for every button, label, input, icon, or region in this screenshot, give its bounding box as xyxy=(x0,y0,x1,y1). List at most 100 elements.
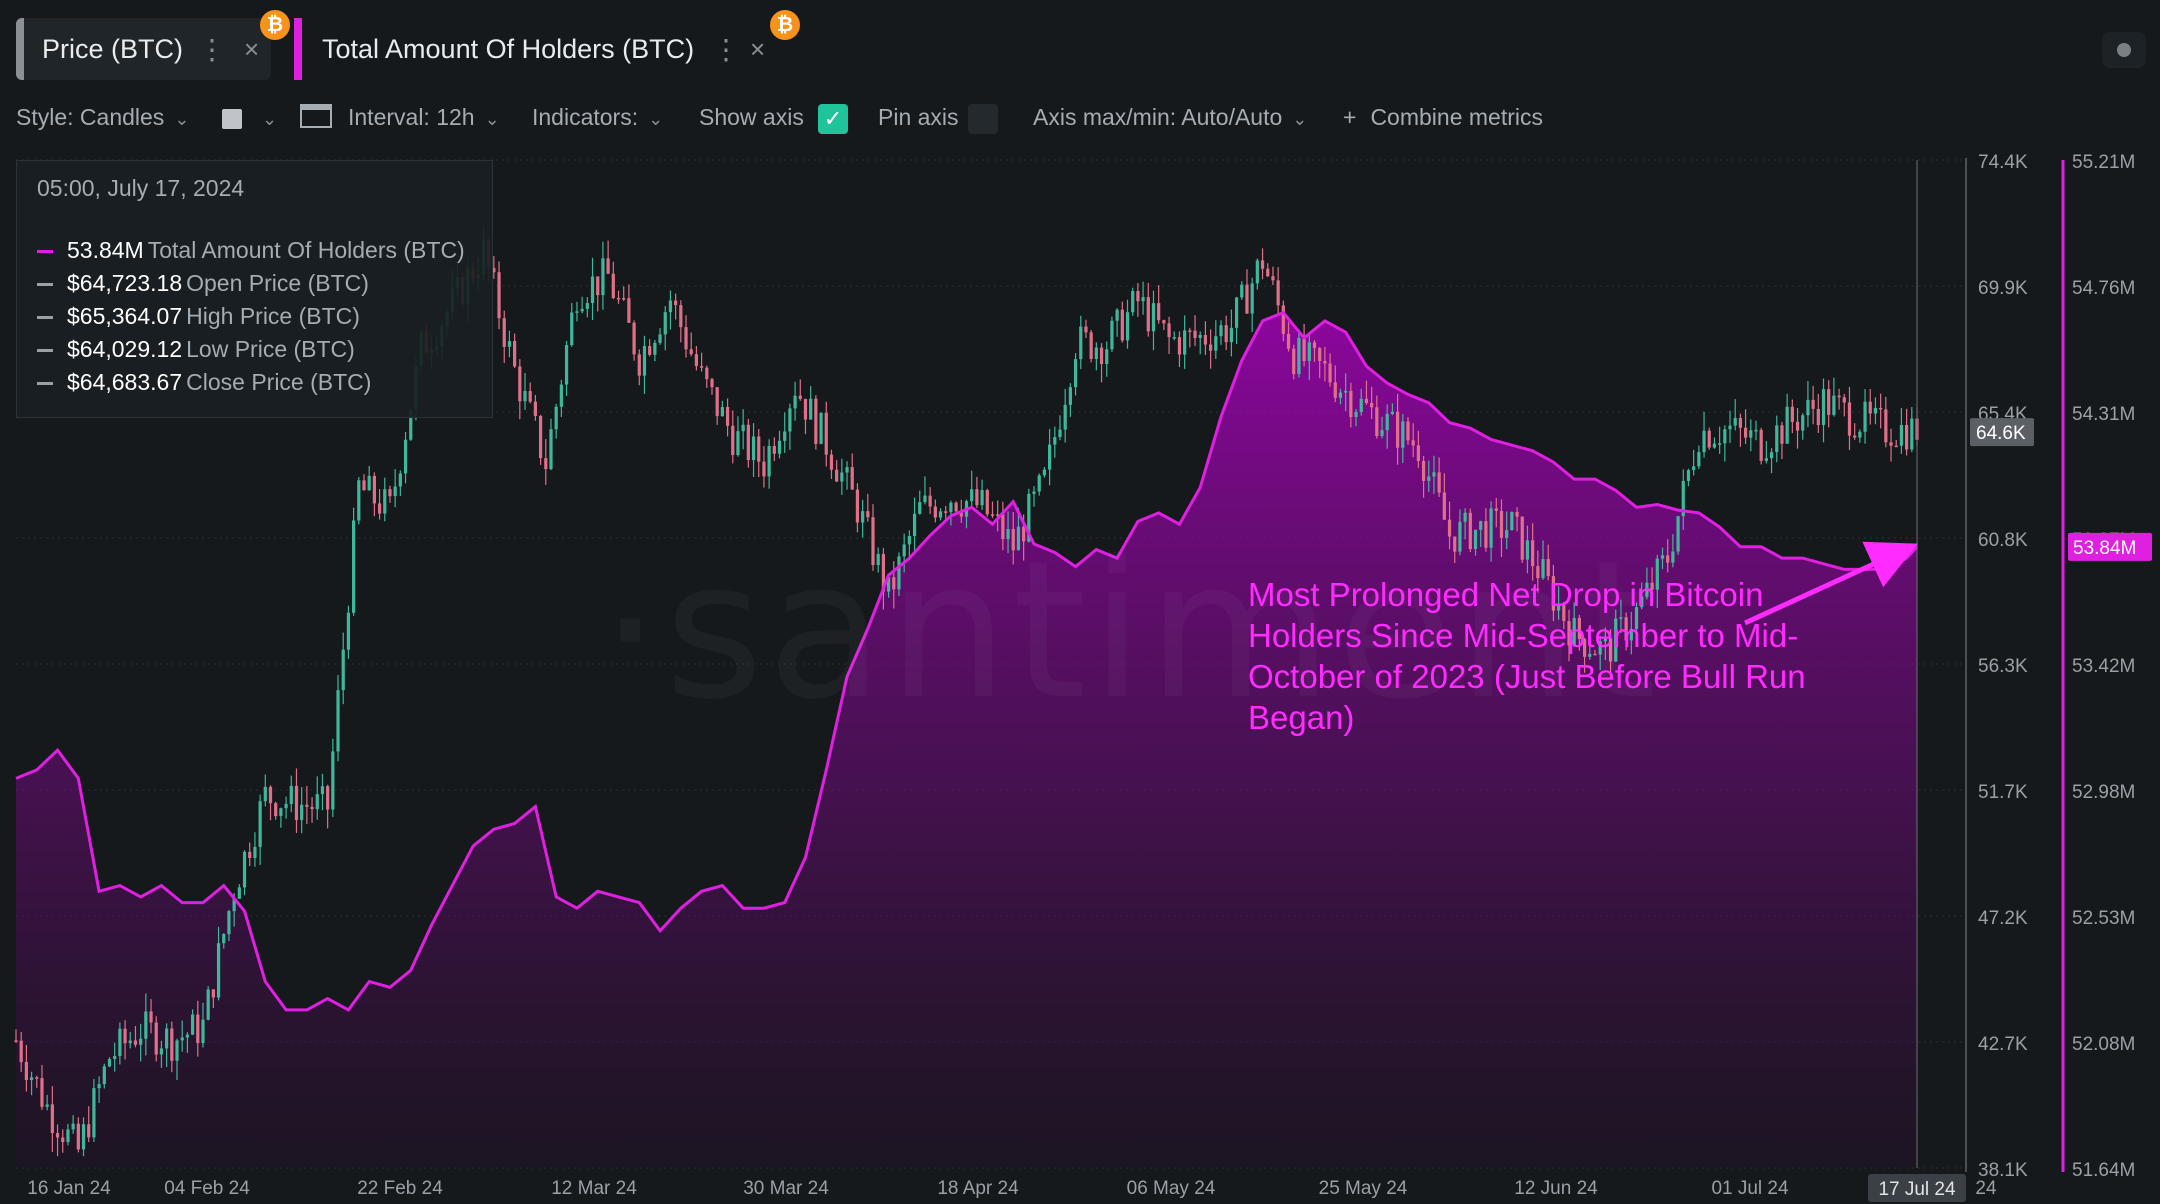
candle-body xyxy=(1209,344,1213,351)
kebab-icon[interactable]: ⋮ xyxy=(198,33,226,65)
candle-body xyxy=(1427,476,1431,481)
candle-body xyxy=(1655,558,1659,590)
candle-body xyxy=(1245,284,1249,314)
candle-body xyxy=(1608,638,1613,662)
candle-body xyxy=(1723,429,1727,444)
style-dropdown[interactable]: Style: Candles ⌄ xyxy=(16,104,189,131)
candle-body xyxy=(14,1040,18,1042)
candle-body xyxy=(606,258,610,274)
x-axis-tick: 04 Feb 24 xyxy=(164,1178,250,1199)
close-icon[interactable]: × xyxy=(244,33,260,64)
tab-holders[interactable]: Total Amount Of Holders (BTC) ⋮ × xyxy=(294,18,766,80)
show-axis-checkbox[interactable]: ✓ xyxy=(818,104,848,134)
price-axis-tick: 47.2K xyxy=(1978,908,2028,929)
interval-dropdown[interactable]: Interval: 12h ⌄ xyxy=(348,104,500,131)
candle-body xyxy=(1889,442,1893,446)
candle-body xyxy=(1676,516,1680,552)
candle-body xyxy=(954,502,958,512)
combine-metrics-button[interactable]: + Combine metrics xyxy=(1343,104,1543,131)
candle-body xyxy=(61,1137,65,1143)
candle-body xyxy=(388,489,392,497)
candle-body xyxy=(1022,526,1026,542)
candle-body xyxy=(211,989,215,998)
candle-body xyxy=(1318,348,1322,362)
candle-body xyxy=(149,1011,153,1023)
candle-body xyxy=(1453,536,1457,552)
pin-axis-checkbox[interactable] xyxy=(968,104,998,134)
candle-body xyxy=(705,367,709,380)
candle-body xyxy=(284,803,288,809)
candle-body xyxy=(310,806,314,810)
candle-body xyxy=(1531,540,1535,567)
legend-swatch xyxy=(37,316,53,320)
current-date-label: 17 Jul 24 xyxy=(1878,1179,1956,1200)
candle-body xyxy=(897,556,901,590)
candle-body xyxy=(1853,435,1857,438)
candle-body xyxy=(1432,472,1436,477)
legend-value: $64,723.18 xyxy=(67,270,183,296)
tab-price-label: Price (BTC) xyxy=(42,33,183,64)
price-axis-tick: 60.8K xyxy=(1978,530,2028,551)
color-swatch[interactable] xyxy=(222,109,242,129)
candle-body xyxy=(1193,330,1197,338)
candle-body xyxy=(679,305,683,328)
candle-body xyxy=(757,436,761,462)
axis-maxmin-dropdown[interactable]: Axis max/min: Auto/Auto ⌄ xyxy=(1033,104,1307,131)
candle-body xyxy=(996,514,1000,516)
candle-body xyxy=(24,1062,28,1081)
candle-body xyxy=(1697,452,1701,467)
candle-body xyxy=(585,303,589,309)
candle-body xyxy=(1858,431,1862,438)
candle-body xyxy=(1219,325,1223,337)
candle-body xyxy=(71,1123,75,1130)
candle-body xyxy=(1634,607,1639,629)
candle-body xyxy=(1629,628,1633,641)
x-axis-tick: 06 May 24 xyxy=(1127,1178,1216,1199)
candle-body xyxy=(1437,472,1441,493)
candle-body xyxy=(1001,514,1005,540)
candle-body xyxy=(1806,399,1810,416)
candle-body xyxy=(513,341,517,367)
x-axis-tick: 18 Apr 24 xyxy=(937,1178,1019,1199)
candle-body xyxy=(1764,458,1768,461)
candle-body xyxy=(341,649,345,691)
candle-body xyxy=(248,851,252,859)
candle-body xyxy=(216,943,221,998)
candle-body xyxy=(1084,326,1088,333)
toolbar: Style: Candles ⌄ ⌄ Interval: 12h ⌄ Indicat… xyxy=(0,96,1600,140)
candle-body xyxy=(720,407,724,417)
candle-body xyxy=(1525,540,1530,560)
legend-value: $64,683.67 xyxy=(67,369,183,395)
candle-body xyxy=(590,276,595,304)
candle-body xyxy=(1364,398,1369,404)
holders-axis-tick: 53.42M xyxy=(2072,656,2135,677)
candle-body xyxy=(741,424,745,432)
candle-body xyxy=(824,412,828,455)
holders-area xyxy=(16,312,1917,1168)
kebab-icon[interactable]: ⋮ xyxy=(712,33,740,65)
close-icon[interactable]: × xyxy=(750,33,766,64)
candle-body xyxy=(923,495,927,503)
candle-body xyxy=(1395,411,1400,448)
indicators-dropdown[interactable]: Indicators: ⌄ xyxy=(532,104,663,131)
candle-body xyxy=(642,346,647,376)
annotation-arrow xyxy=(1743,541,1919,626)
candle-body xyxy=(1297,337,1301,375)
candle-body xyxy=(1344,390,1348,393)
candle-body xyxy=(1146,297,1150,332)
candle-body xyxy=(351,520,356,613)
candle-body xyxy=(1588,653,1592,657)
candle-body xyxy=(544,458,548,470)
candle-body xyxy=(1312,342,1317,349)
candle-body xyxy=(1110,320,1114,350)
candle-body xyxy=(1702,430,1706,453)
color-dropdown[interactable]: ⌄ xyxy=(252,104,277,131)
legend-swatch xyxy=(37,283,53,287)
candle-body xyxy=(1541,559,1545,579)
candle-body xyxy=(975,489,979,506)
tab-price[interactable]: Price (BTC) ⋮ × xyxy=(16,18,271,80)
current-price-label: 64.6K xyxy=(1976,423,2026,444)
settings-dot-icon[interactable] xyxy=(2102,32,2146,68)
candle-body xyxy=(1473,529,1478,550)
candle-body xyxy=(253,846,257,859)
